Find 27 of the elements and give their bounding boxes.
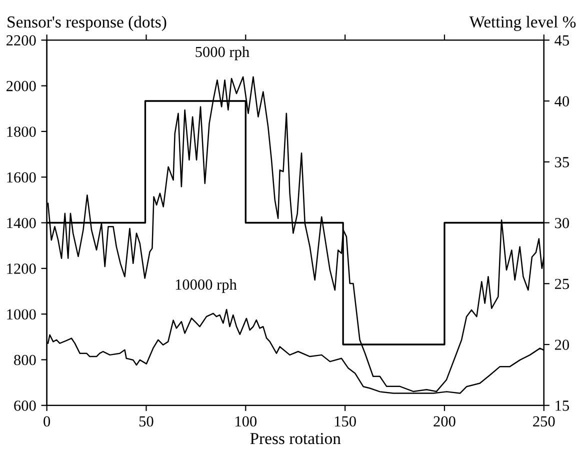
x-tick-label: 200 [434,416,456,427]
y2-tick-label: 40 [554,96,570,106]
y-tick-label: 1800 [7,126,36,137]
y-tick-label: 1000 [7,309,36,320]
y-tick-label: 600 [14,400,36,411]
x-axis-title: Press rotation [250,432,341,444]
y-tick-label: 800 [14,354,36,366]
x-tick-label: 50 [139,416,154,427]
y-axis-title: Sensor's response (dots) [8,16,166,31]
y2-tick-label: 35 [555,157,569,168]
legend-label: 5000 rph [196,46,250,60]
y2-tick-label: 45 [554,35,569,46]
y2-axis-title: Wetting level % [469,16,576,31]
y-tick-label: 1400 [7,218,36,228]
x-tick-label: 150 [334,416,356,427]
y2-tick-label: 15 [556,400,569,411]
y-tick-label: 1200 [7,264,36,274]
y2-tick-label: 20 [554,340,570,350]
y-tick-label: 1600 [7,172,36,183]
x-tick-label: 0 [44,416,50,427]
y2-tick-label: 30 [555,218,570,228]
y-tick-label: 2000 [6,80,36,92]
x-tick-label: 100 [236,416,257,427]
x-tick-label: 250 [533,416,555,427]
y-tick-label: 2200 [6,35,36,46]
series-label: 10000 rph [176,278,237,293]
y2-tick-label: 25 [554,278,569,290]
